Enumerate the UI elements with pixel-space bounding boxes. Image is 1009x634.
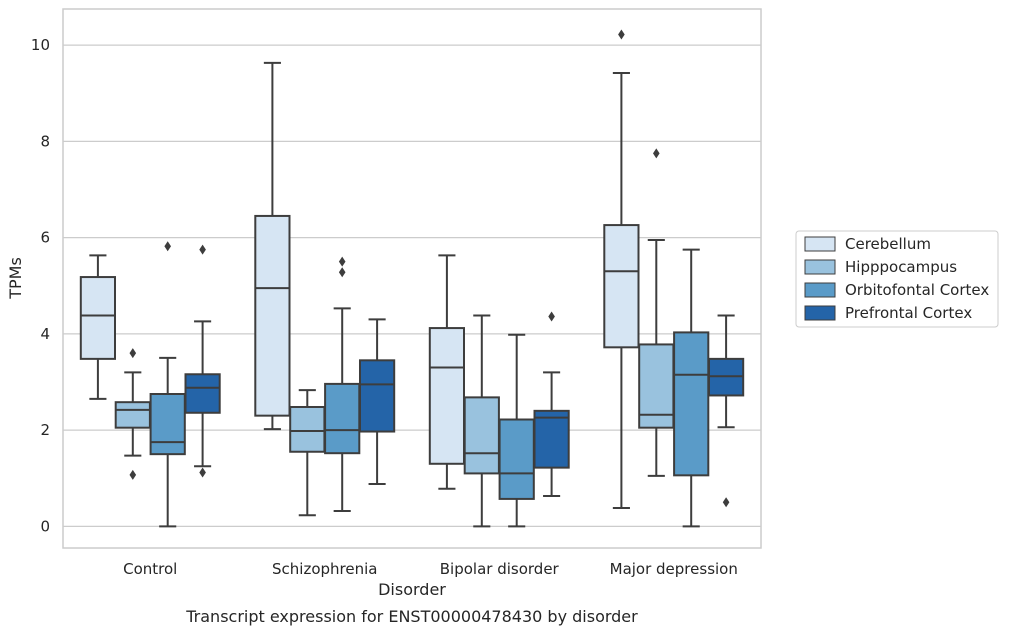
iqr-box xyxy=(428,327,466,465)
box-3-1 xyxy=(638,148,675,477)
y-tick-label: 0 xyxy=(40,517,50,535)
iqr-box xyxy=(463,396,500,475)
box-0-2 xyxy=(149,241,186,528)
box-2-1 xyxy=(463,314,500,528)
iqr-box xyxy=(603,224,640,349)
y-axis-label: TPMs xyxy=(6,257,25,300)
chart-caption: Transcript expression for ENST0000047843… xyxy=(185,607,638,626)
outlier-point xyxy=(548,311,555,322)
legend-swatch xyxy=(804,282,836,298)
box-3-0 xyxy=(603,29,640,510)
iqr-box xyxy=(498,418,535,500)
outlier-point xyxy=(129,469,137,480)
y-tick-label: 4 xyxy=(40,325,50,343)
x-tick-label: Bipolar disorder xyxy=(440,560,560,578)
box-1-3 xyxy=(358,318,396,485)
legend-label: Prefrontal Cortex xyxy=(845,304,972,322)
box-2-3 xyxy=(533,311,570,498)
box-1-2 xyxy=(324,256,361,512)
x-tick-label: Schizophrenia xyxy=(272,560,377,578)
y-tick-label: 8 xyxy=(40,132,50,150)
iqr-box xyxy=(114,401,151,429)
outlier-point xyxy=(129,348,137,359)
y-tick-labels: 0 2 4 6 8 10 xyxy=(31,36,50,535)
x-tick-label: Major depression xyxy=(610,560,738,578)
legend-swatch xyxy=(804,305,836,321)
legend-swatch xyxy=(804,259,836,275)
legend-label: Cerebellum xyxy=(845,235,931,253)
box-1-1 xyxy=(289,389,326,517)
box-2-0 xyxy=(428,254,466,490)
legend-swatch xyxy=(804,236,836,252)
iqr-box xyxy=(324,382,361,455)
box-2-2 xyxy=(498,333,535,528)
iqr-box xyxy=(149,393,186,456)
outlier-point xyxy=(653,148,660,159)
x-tick-labels: Control Schizophrenia Bipolar disorder Majo… xyxy=(123,560,738,578)
legend-label: Hipppocampus xyxy=(845,258,957,276)
y-tick-label: 6 xyxy=(40,229,50,247)
x-axis-label: Disorder xyxy=(378,580,446,599)
legend-frame xyxy=(795,230,999,328)
y-tick-label: 2 xyxy=(40,421,50,439)
outlier-point xyxy=(338,256,346,267)
outlier-point xyxy=(722,497,730,508)
iqr-box xyxy=(533,409,570,469)
box-1-0 xyxy=(254,61,291,431)
x-tick-label: Control xyxy=(123,560,177,578)
iqr-box xyxy=(673,331,710,477)
iqr-box xyxy=(358,359,396,433)
box-3-2 xyxy=(673,248,710,528)
iqr-box xyxy=(289,405,326,453)
outlier-point xyxy=(199,467,206,478)
iqr-box xyxy=(79,276,117,360)
plot-area-frame xyxy=(62,8,762,549)
outlier-point xyxy=(338,267,346,278)
legend: Cerebellum Hipppocampus Orbitofontal Corte… xyxy=(795,230,999,328)
box-series xyxy=(79,29,745,528)
legend-label: Orbitofontal Cortex xyxy=(845,281,989,299)
outlier-point xyxy=(618,29,625,40)
box-0-0 xyxy=(79,254,117,400)
outlier-point xyxy=(199,244,206,255)
y-tick-label: 10 xyxy=(31,36,50,54)
outlier-point xyxy=(164,241,171,252)
box-0-1 xyxy=(114,348,151,480)
iqr-box xyxy=(184,373,221,414)
box-3-3 xyxy=(707,314,745,508)
box-0-3 xyxy=(184,244,221,478)
iqr-box xyxy=(254,214,291,417)
